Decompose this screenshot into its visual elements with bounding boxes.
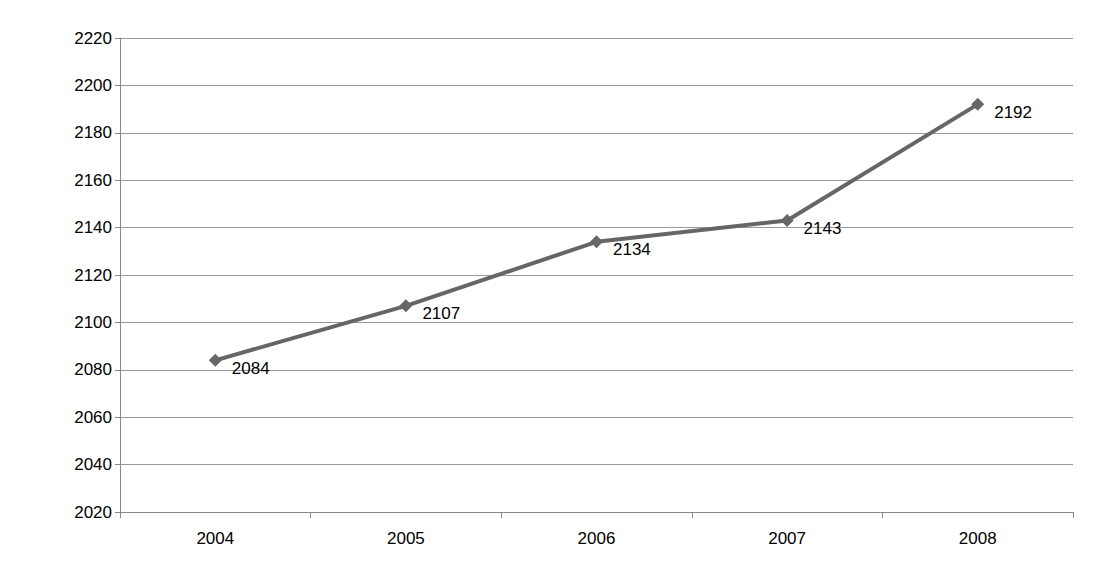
svg-text:2080: 2080 [74,360,112,379]
svg-text:2007: 2007 [768,529,806,548]
svg-text:2180: 2180 [74,123,112,142]
svg-text:2005: 2005 [387,529,425,548]
svg-text:2100: 2100 [74,313,112,332]
svg-text:2006: 2006 [578,529,616,548]
svg-text:2120: 2120 [74,266,112,285]
svg-text:2143: 2143 [804,219,842,238]
svg-text:2160: 2160 [74,171,112,190]
svg-text:2008: 2008 [959,529,997,548]
svg-text:2140: 2140 [74,218,112,237]
svg-text:2220: 2220 [74,29,112,48]
svg-text:2192: 2192 [994,103,1032,122]
svg-text:2134: 2134 [613,240,651,259]
svg-text:2040: 2040 [74,455,112,474]
svg-text:2200: 2200 [74,76,112,95]
svg-text:2060: 2060 [74,408,112,427]
svg-text:2084: 2084 [232,359,270,378]
svg-text:2020: 2020 [74,503,112,522]
svg-text:2004: 2004 [196,529,234,548]
svg-text:2107: 2107 [422,304,460,323]
